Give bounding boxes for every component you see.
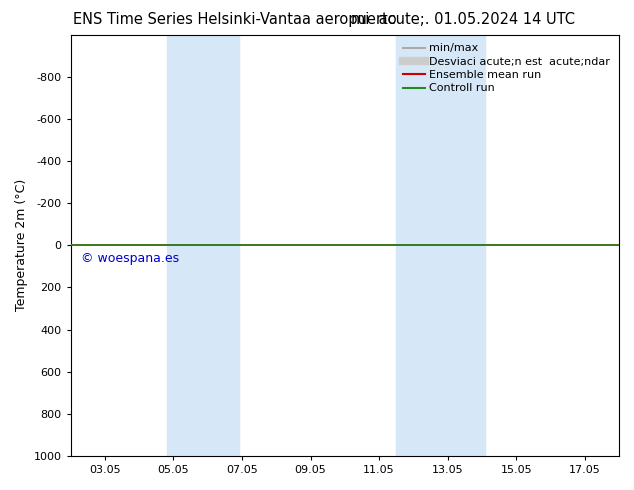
Bar [396,35,485,456]
Text: © woespana.es: © woespana.es [81,251,179,265]
Y-axis label: Temperature 2m (°C): Temperature 2m (°C) [15,179,28,312]
Text: mi  acute;. 01.05.2024 14 UTC: mi acute;. 01.05.2024 14 UTC [351,12,575,27]
Text: ENS Time Series Helsinki-Vantaa aeropuerto: ENS Time Series Helsinki-Vantaa aeropuer… [73,12,396,27]
Bar [167,35,238,456]
Legend: min/max, Desviaci acute;n est  acute;ndar, Ensemble mean run, Controll run: min/max, Desviaci acute;n est acute;ndar… [399,40,614,97]
